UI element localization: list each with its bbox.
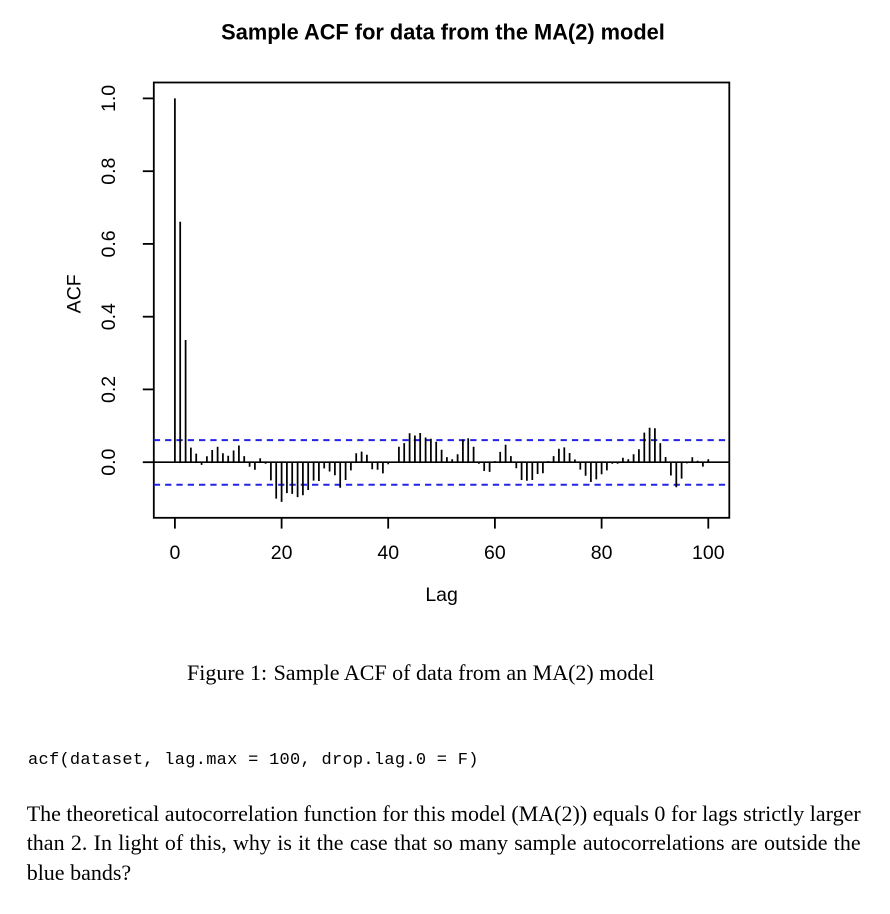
svg-text:0.2: 0.2 xyxy=(98,376,120,403)
svg-text:0: 0 xyxy=(169,542,180,564)
svg-text:Sample ACF for data from the M: Sample ACF for data from the MA(2) model xyxy=(221,19,665,44)
svg-text:ACF: ACF xyxy=(64,274,86,313)
svg-text:1.0: 1.0 xyxy=(98,85,120,112)
svg-text:40: 40 xyxy=(377,542,399,564)
svg-text:0.6: 0.6 xyxy=(98,230,120,257)
svg-text:Lag: Lag xyxy=(425,584,458,606)
svg-text:60: 60 xyxy=(484,542,506,564)
svg-text:80: 80 xyxy=(591,542,613,564)
svg-text:100: 100 xyxy=(692,542,725,564)
svg-text:20: 20 xyxy=(271,542,293,564)
svg-text:0.8: 0.8 xyxy=(98,158,120,185)
svg-text:0.4: 0.4 xyxy=(98,303,120,330)
svg-text:0.0: 0.0 xyxy=(98,448,120,475)
